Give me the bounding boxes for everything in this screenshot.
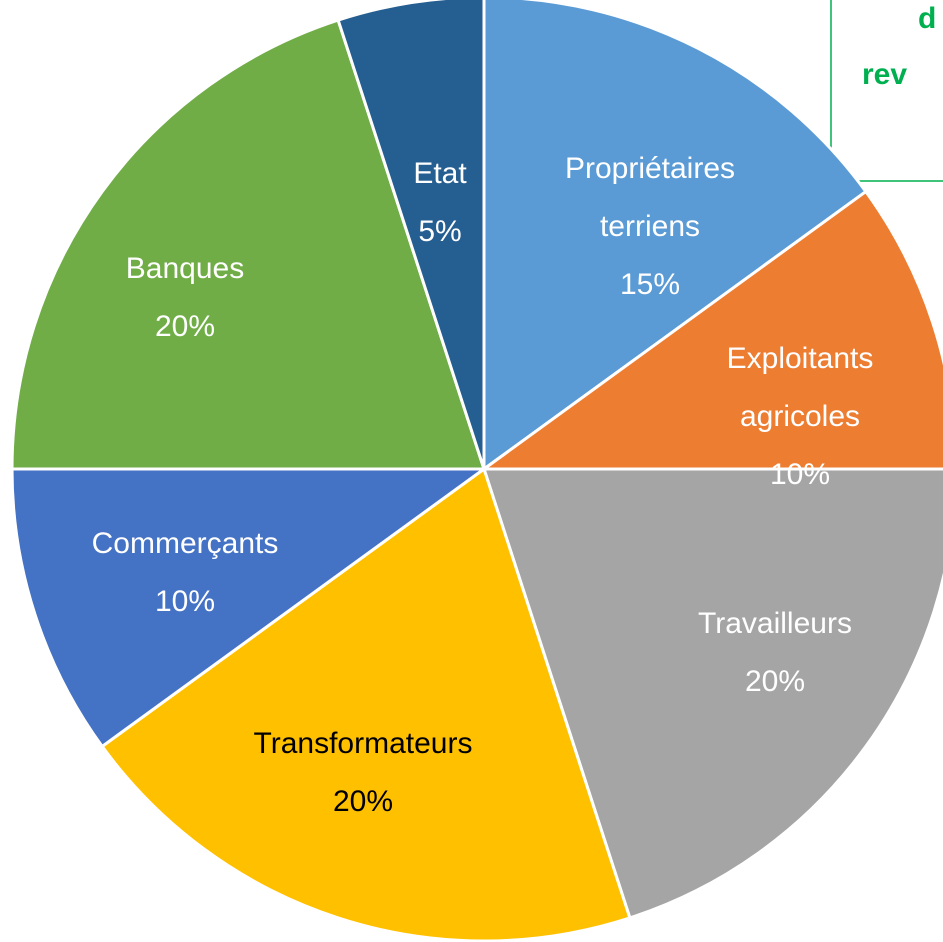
slice-value-label: 10%: [155, 585, 215, 618]
pie-slice: [481, 467, 943, 920]
slice-value-label: 10%: [770, 458, 830, 491]
slice-label: Propriétaires terriens: [565, 152, 735, 243]
pie-slice: [10, 18, 487, 471]
slice-label: Transformateurs: [254, 727, 473, 760]
slice-value-label: 15%: [620, 268, 680, 301]
slice-label: Commerçants: [92, 527, 279, 560]
annotation-text: d: [918, 2, 936, 35]
pie-slice: [100, 466, 632, 942]
slice-value-label: 20%: [155, 310, 215, 343]
slice-label: Etat: [413, 157, 467, 190]
slice-label: Exploitants agricoles: [727, 342, 874, 433]
slice-value-label: 20%: [333, 785, 393, 818]
pie-slice: [479, 189, 943, 471]
pie-slice: [482, 0, 868, 472]
pie-slice: [336, 0, 486, 470]
pie-slice: [10, 467, 489, 749]
slice-label: Banques: [126, 252, 244, 285]
slice-label: Travailleurs: [698, 607, 852, 640]
annotation-box: [830, 0, 943, 182]
slice-value-label: 5%: [418, 215, 461, 248]
annotation-text: rev: [862, 58, 907, 91]
slice-value-label: 20%: [745, 665, 805, 698]
